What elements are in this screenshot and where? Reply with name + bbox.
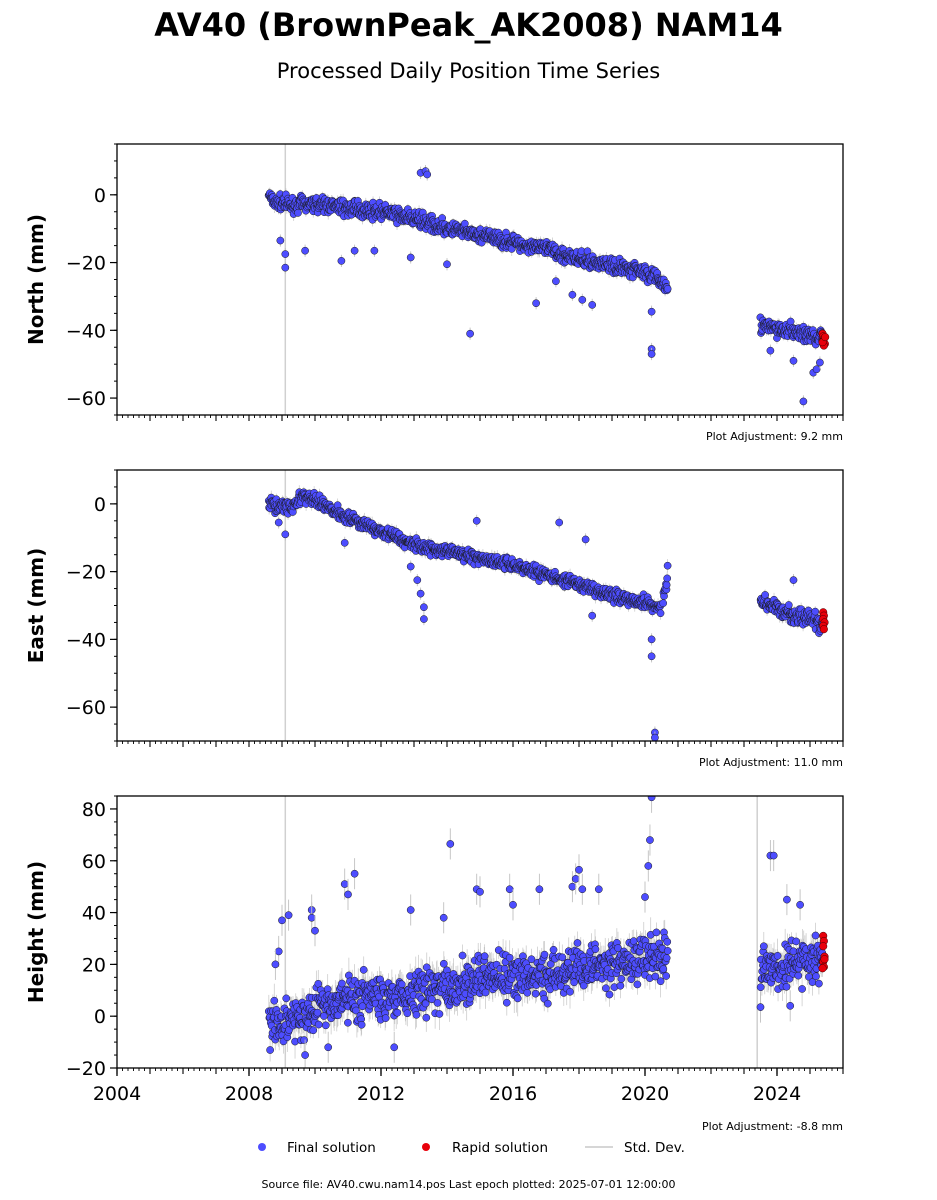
final-outlier-point bbox=[472, 516, 481, 525]
final-outlier-point bbox=[578, 295, 587, 304]
final-outlier-point bbox=[420, 603, 428, 612]
final-outlier-point bbox=[816, 358, 824, 367]
final-outlier-point bbox=[588, 301, 597, 309]
final-outlier-point bbox=[340, 538, 349, 547]
y-tick-label: 0 bbox=[94, 185, 106, 207]
final-outlier-point bbox=[532, 299, 540, 308]
final-outlier-point bbox=[799, 397, 808, 406]
panel-east: 0 −20 −40 −60 East (mm) Plot Adjustment: 11.0… bbox=[24, 469, 844, 769]
y-tick-label: −40 bbox=[66, 629, 106, 651]
final-outlier-point bbox=[420, 615, 428, 623]
final-outlier-point bbox=[281, 250, 290, 258]
final-outlier-point bbox=[568, 290, 577, 299]
final-outlier-point bbox=[647, 635, 656, 644]
final-point bbox=[786, 317, 795, 326]
axes-frame bbox=[116, 143, 844, 416]
final-outlier-point bbox=[274, 518, 283, 527]
final-outlier-point bbox=[555, 518, 564, 527]
final-point bbox=[663, 561, 672, 570]
final-outlier-point bbox=[789, 576, 798, 584]
y-tick-label: 0 bbox=[94, 494, 106, 516]
y-tick-label: −20 bbox=[66, 253, 106, 275]
y-axis-label: East (mm) bbox=[24, 548, 48, 664]
final-point bbox=[811, 607, 820, 616]
plot-area bbox=[264, 796, 829, 1068]
final-outlier-point bbox=[588, 611, 597, 620]
final-outlier-point bbox=[370, 246, 379, 255]
final-point bbox=[784, 601, 793, 609]
final-outlier-point bbox=[406, 562, 415, 571]
final-outlier-point bbox=[406, 253, 415, 262]
plot-adjustment-label: Plot Adjustment: 11.0 mm bbox=[699, 756, 843, 769]
rapid-point bbox=[819, 625, 828, 634]
y-tick-label: −40 bbox=[66, 320, 106, 342]
figure-subtitle: Processed Daily Position Time Series bbox=[277, 59, 661, 83]
final-outlier-point bbox=[281, 263, 290, 272]
y-tick-label: −60 bbox=[66, 697, 106, 719]
final-outlier-point bbox=[413, 576, 422, 584]
final-outlier-point bbox=[552, 277, 560, 286]
final-outlier-point bbox=[647, 350, 656, 358]
y-tick-label: −20 bbox=[66, 562, 106, 584]
final-outlier-point bbox=[337, 257, 346, 265]
final-point bbox=[294, 209, 302, 217]
final-point bbox=[656, 609, 665, 618]
final-outlier-point bbox=[423, 170, 432, 179]
axes-frame bbox=[116, 469, 844, 742]
final-outlier-point bbox=[466, 329, 474, 338]
final-outlier-point bbox=[301, 246, 309, 255]
final-point bbox=[663, 574, 672, 583]
plot-adjustment-label: Plot Adjustment: 9.2 mm bbox=[706, 430, 843, 443]
final-outlier-point bbox=[647, 307, 656, 316]
final-outlier-point bbox=[812, 365, 821, 374]
final-outlier-point bbox=[276, 236, 285, 245]
final-point bbox=[663, 285, 672, 293]
final-outlier-point bbox=[350, 246, 359, 255]
final-outlier-point bbox=[766, 346, 775, 355]
final-outlier-point bbox=[416, 589, 425, 598]
final-outlier-point bbox=[581, 535, 590, 544]
final-outlier-point bbox=[281, 530, 290, 539]
final-outlier-point bbox=[647, 652, 656, 661]
y-axis-label: North (mm) bbox=[24, 214, 48, 345]
final-point bbox=[662, 581, 671, 589]
rapid-point bbox=[821, 333, 830, 342]
final-outlier-point bbox=[443, 260, 451, 269]
final-point bbox=[659, 599, 668, 608]
final-point bbox=[761, 591, 769, 599]
plot-area bbox=[264, 470, 829, 741]
panels: 0 −20 −40 −60 North (mm) Plot Adjustment: 9.2… bbox=[24, 143, 844, 1133]
plot-area bbox=[264, 144, 830, 415]
figure-title: AV40 (BrownPeak_AK2008) NAM14 bbox=[154, 6, 783, 44]
panel-north: 0 −20 −40 −60 North (mm) Plot Adjustment: 9.2… bbox=[24, 143, 844, 443]
y-tick-label: −60 bbox=[66, 388, 106, 410]
final-outlier-point bbox=[789, 356, 798, 365]
final-outlier-point bbox=[651, 733, 659, 741]
